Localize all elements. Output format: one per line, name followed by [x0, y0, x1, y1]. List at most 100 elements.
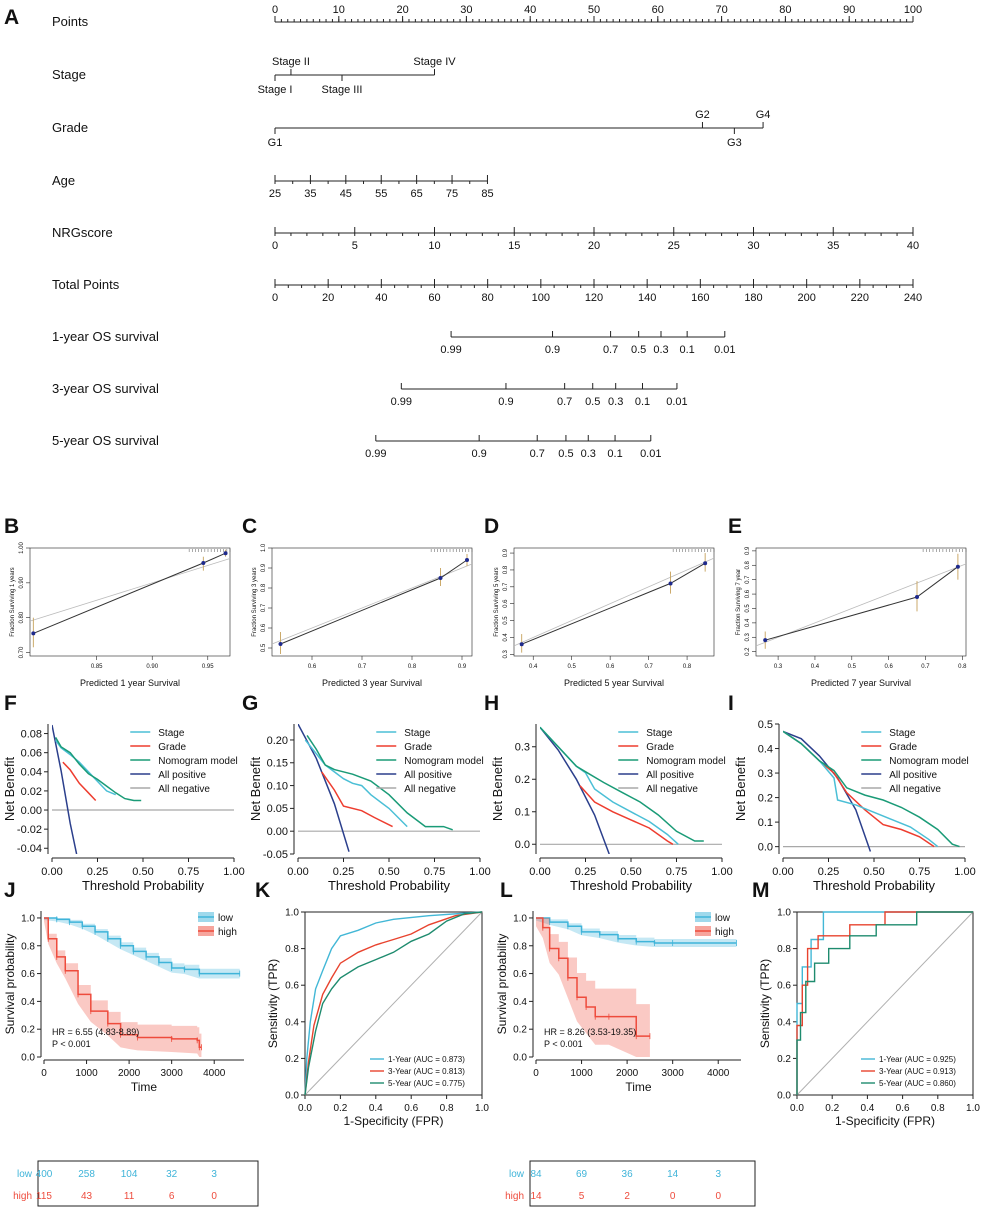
y-tick-label: 0.6	[513, 969, 527, 980]
calibration-line	[521, 562, 706, 645]
tick-label: 0.99	[440, 344, 461, 356]
y-tick-label: 0.3	[758, 768, 773, 780]
p-annotation: P < 0.001	[544, 1039, 583, 1049]
y-tick-label: 0.9	[261, 563, 267, 572]
calibration-point	[278, 642, 283, 646]
legend-label: All negative	[889, 784, 941, 795]
tick-label: 0.99	[365, 448, 386, 460]
series-line	[62, 761, 97, 802]
x-tick-label: 0.6	[896, 1103, 910, 1114]
y-tick-label: 0.2	[777, 1054, 791, 1065]
y-tick-label: 0.3	[503, 649, 509, 658]
tick-label: 40	[907, 240, 919, 252]
tick-label: 0.1	[607, 448, 622, 460]
y-tick-label: 0.2	[513, 1025, 527, 1036]
x-tick-label: 3000	[161, 1068, 184, 1079]
category-label: Stage III	[321, 84, 362, 96]
tick-label: 0.1	[635, 396, 650, 408]
x-tick-label: 0.25	[818, 866, 839, 878]
risk-table-frame	[37, 1160, 259, 1207]
dca-H: 0.00 0.25 0.50 0.75 1.00 0.0 0.1 0.2 0.3 Stage Gra…	[490, 724, 733, 893]
tick-label: 0.01	[714, 344, 735, 356]
legend-label: 5-Year (AUC = 0.860)	[879, 1079, 956, 1088]
y-tick-label: 0.6	[745, 589, 751, 598]
risk-count-low: 3	[715, 1169, 721, 1180]
x-tick-label: 0.0	[790, 1103, 804, 1114]
x-tick-label: 0.85	[91, 664, 103, 670]
plot-frame	[513, 547, 715, 657]
risk-count-low: 32	[166, 1169, 178, 1180]
tick-label: 60	[428, 292, 440, 304]
risk-count-high: 115	[36, 1191, 52, 1202]
x-tick-label: 0.50	[620, 866, 641, 878]
nomogram-row-label: 1-year OS survival	[52, 329, 159, 344]
legend-label: 1-Year (AUC = 0.925)	[879, 1055, 956, 1064]
y-tick-label: 0.9	[745, 546, 751, 555]
y-tick-label: 0.8	[745, 560, 751, 569]
calibration-D: 0.4 0.5 0.6 0.7 0.8 0.3 0.4 0.5 0.6 0.7 0.8 0.9 Pred…	[494, 547, 715, 688]
tick-label: 0.9	[472, 448, 487, 460]
legend-label: Grade	[404, 742, 432, 753]
y-tick-label: 0.02	[21, 786, 42, 798]
risk-count-low: 104	[121, 1169, 138, 1180]
y-tick-label: 0.1	[515, 807, 530, 819]
x-axis-title: Threshold Probability	[813, 878, 936, 893]
tick-label: 30	[747, 240, 759, 252]
legend-label: All negative	[646, 784, 698, 795]
x-tick-label: 0.6	[404, 1103, 418, 1114]
y-tick-label: 0.05	[267, 803, 288, 815]
confidence-band	[536, 917, 650, 1057]
x-tick-label: 0.8	[440, 1103, 454, 1114]
x-axis-title: 1-Specificity (FPR)	[343, 1114, 443, 1128]
y-axis-title: Net Benefit	[490, 756, 505, 821]
nomogram-row-label: Age	[52, 173, 75, 188]
tick-label: 85	[481, 188, 493, 200]
y-tick-label: 0.6	[777, 981, 791, 992]
legend-label: All positive	[158, 770, 206, 781]
plot-frame	[304, 911, 483, 1096]
series-line	[540, 726, 704, 842]
x-tick-label: 0.3	[774, 664, 783, 670]
ideal-line	[29, 558, 231, 622]
risk-count-low: 14	[667, 1169, 679, 1180]
panel-label-M: M	[752, 879, 770, 902]
x-tick-label: 0.00	[772, 866, 793, 878]
x-tick-label: 3000	[662, 1068, 685, 1079]
tick-label: 60	[652, 4, 664, 16]
y-tick-label: 0.3	[745, 632, 751, 641]
risk-group-label: low	[509, 1169, 525, 1180]
y-tick-label: 0.4	[503, 633, 509, 642]
x-tick-label: 0.6	[884, 664, 893, 670]
y-tick-label: 0.4	[758, 743, 773, 755]
risk-count-high: 43	[81, 1191, 93, 1202]
x-axis-title: Predicted 5 year Survival	[564, 678, 664, 688]
y-tick-label: 0.00	[21, 805, 42, 817]
calibration-point	[438, 576, 443, 580]
calibration-E: 0.3 0.4 0.5 0.6 0.7 0.8 0.2 0.3 0.4 0.5 0.6 0.7 0.8 0…	[736, 546, 967, 688]
x-tick-label: 0.25	[575, 866, 596, 878]
p-annotation: P < 0.001	[52, 1039, 91, 1049]
category-label: G3	[727, 137, 742, 149]
x-tick-label: 1.00	[469, 866, 490, 878]
y-tick-label: 0.4	[21, 997, 35, 1008]
legend-label: Grade	[158, 742, 186, 753]
roc-curve	[796, 911, 973, 1095]
y-tick-label: 0.5	[261, 643, 267, 652]
x-tick-label: 0.8	[408, 664, 417, 670]
y-axis-title: Net Benefit	[2, 756, 17, 821]
tick-label: 40	[524, 4, 536, 16]
legend-label: high	[218, 927, 237, 938]
tick-label: 220	[851, 292, 869, 304]
category-label: G1	[268, 137, 283, 149]
y-tick-label: 0.06	[21, 748, 42, 760]
y-tick-label: 0.08	[21, 728, 42, 740]
y-tick-label: 0.0	[758, 841, 773, 853]
y-tick-label: 0.8	[285, 944, 299, 955]
y-tick-label: 0.8	[777, 944, 791, 955]
series-line	[783, 730, 960, 848]
x-tick-label: 2000	[616, 1068, 639, 1079]
tick-label: 15	[508, 240, 520, 252]
x-tick-label: 0.25	[333, 866, 354, 878]
